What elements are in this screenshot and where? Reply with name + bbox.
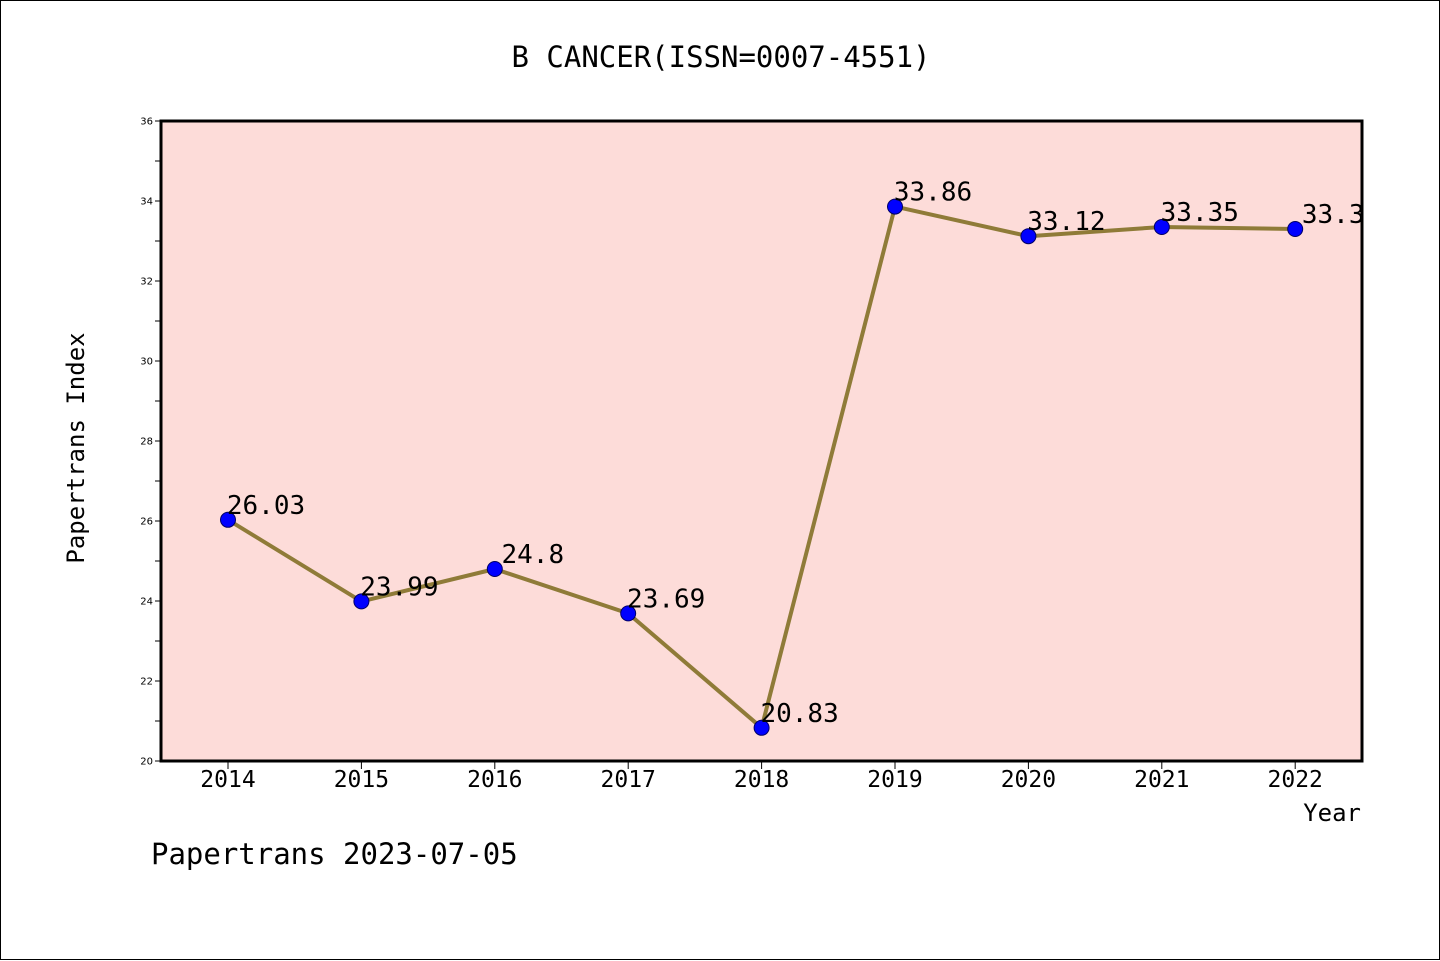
y-tick-label: 28 — [140, 437, 153, 448]
x-tick-label: 2016 — [467, 767, 522, 793]
data-value-label: 23.99 — [360, 572, 438, 602]
data-point — [353, 593, 370, 610]
data-point — [620, 605, 637, 622]
data-series — [220, 198, 1304, 736]
x-axis-ticks: 2014 2015 2016 2017 2018 2019 2020 2021 2022 — [200, 761, 1323, 793]
data-value-label: 33.3 — [1302, 200, 1365, 230]
x-tick-label: 2018 — [734, 767, 789, 793]
data-point — [887, 198, 903, 215]
x-tick-label: 2021 — [1134, 767, 1189, 793]
data-value-label: 23.69 — [627, 584, 705, 614]
data-point — [1020, 228, 1037, 245]
data-labels: 26.03 23.99 24.8 23.69 20.83 33.86 33.12 33.35 3… — [227, 178, 1365, 729]
y-tick-label: 36 — [140, 117, 153, 128]
y-tick-label: 24 — [140, 597, 153, 608]
data-point — [486, 561, 503, 577]
data-point — [1153, 219, 1170, 235]
x-tick-label: 2022 — [1268, 767, 1323, 793]
x-axis-title: Year — [1303, 799, 1361, 827]
y-tick-label: 26 — [140, 517, 153, 528]
plot-border — [159, 119, 1364, 763]
chart-title: B CANCER(ISSN=0007-4551) — [511, 40, 930, 74]
footer-credit: Papertrans 2023-07-05 — [151, 837, 518, 871]
x-tick-label: 2020 — [1001, 767, 1056, 793]
y-axis-title: Papertrans Index — [62, 332, 90, 563]
x-tick-label: 2017 — [601, 767, 656, 793]
x-tick-label: 2019 — [867, 767, 922, 793]
y-tick-label: 22 — [140, 677, 153, 688]
data-value-label: 26.03 — [227, 491, 305, 521]
y-axis-ticks: 20 22 24 26 28 30 32 34 36 — [140, 117, 161, 768]
data-point — [753, 719, 770, 736]
y-tick-label: 32 — [140, 277, 153, 288]
data-value-label: 24.8 — [501, 540, 564, 570]
data-value-label: 33.12 — [1027, 207, 1105, 237]
data-point — [220, 511, 236, 528]
y-tick-label: 30 — [140, 357, 153, 368]
y-tick-label: 34 — [140, 197, 153, 208]
x-tick-label: 2014 — [200, 767, 255, 793]
data-value-label: 33.35 — [1161, 198, 1239, 228]
data-value-label: 33.86 — [894, 178, 972, 208]
data-value-label: 20.83 — [760, 699, 838, 729]
y-tick-label: 20 — [140, 757, 153, 768]
data-point — [1287, 221, 1304, 237]
x-tick-label: 2015 — [334, 767, 389, 793]
